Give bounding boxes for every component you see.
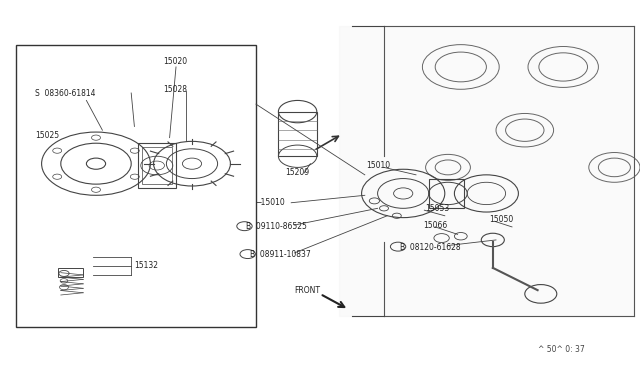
- Text: 15209: 15209: [285, 169, 309, 177]
- Text: 15020: 15020: [163, 57, 188, 66]
- Bar: [278, 112, 317, 156]
- Text: 15132: 15132: [134, 262, 159, 270]
- Text: 15028: 15028: [163, 85, 187, 94]
- Bar: [138, 143, 176, 188]
- Text: 15053: 15053: [426, 204, 450, 213]
- Text: B  08911-10837: B 08911-10837: [250, 250, 310, 259]
- Text: S  08360-61814: S 08360-61814: [35, 89, 96, 97]
- Bar: [16, 45, 256, 327]
- Text: B  09110-86525: B 09110-86525: [246, 222, 307, 231]
- Text: ─15010: ─15010: [256, 198, 285, 207]
- Text: ^ 50^ 0: 37: ^ 50^ 0: 37: [538, 345, 584, 354]
- Bar: [58, 268, 83, 277]
- Bar: [429, 179, 464, 208]
- Bar: [142, 147, 172, 184]
- Text: B  08120-61628: B 08120-61628: [400, 243, 461, 252]
- Text: FRONT: FRONT: [294, 286, 321, 295]
- Text: 15066: 15066: [424, 221, 448, 230]
- Text: 15050: 15050: [490, 215, 514, 224]
- Text: 15025: 15025: [35, 131, 60, 140]
- Text: 15010: 15010: [366, 161, 390, 170]
